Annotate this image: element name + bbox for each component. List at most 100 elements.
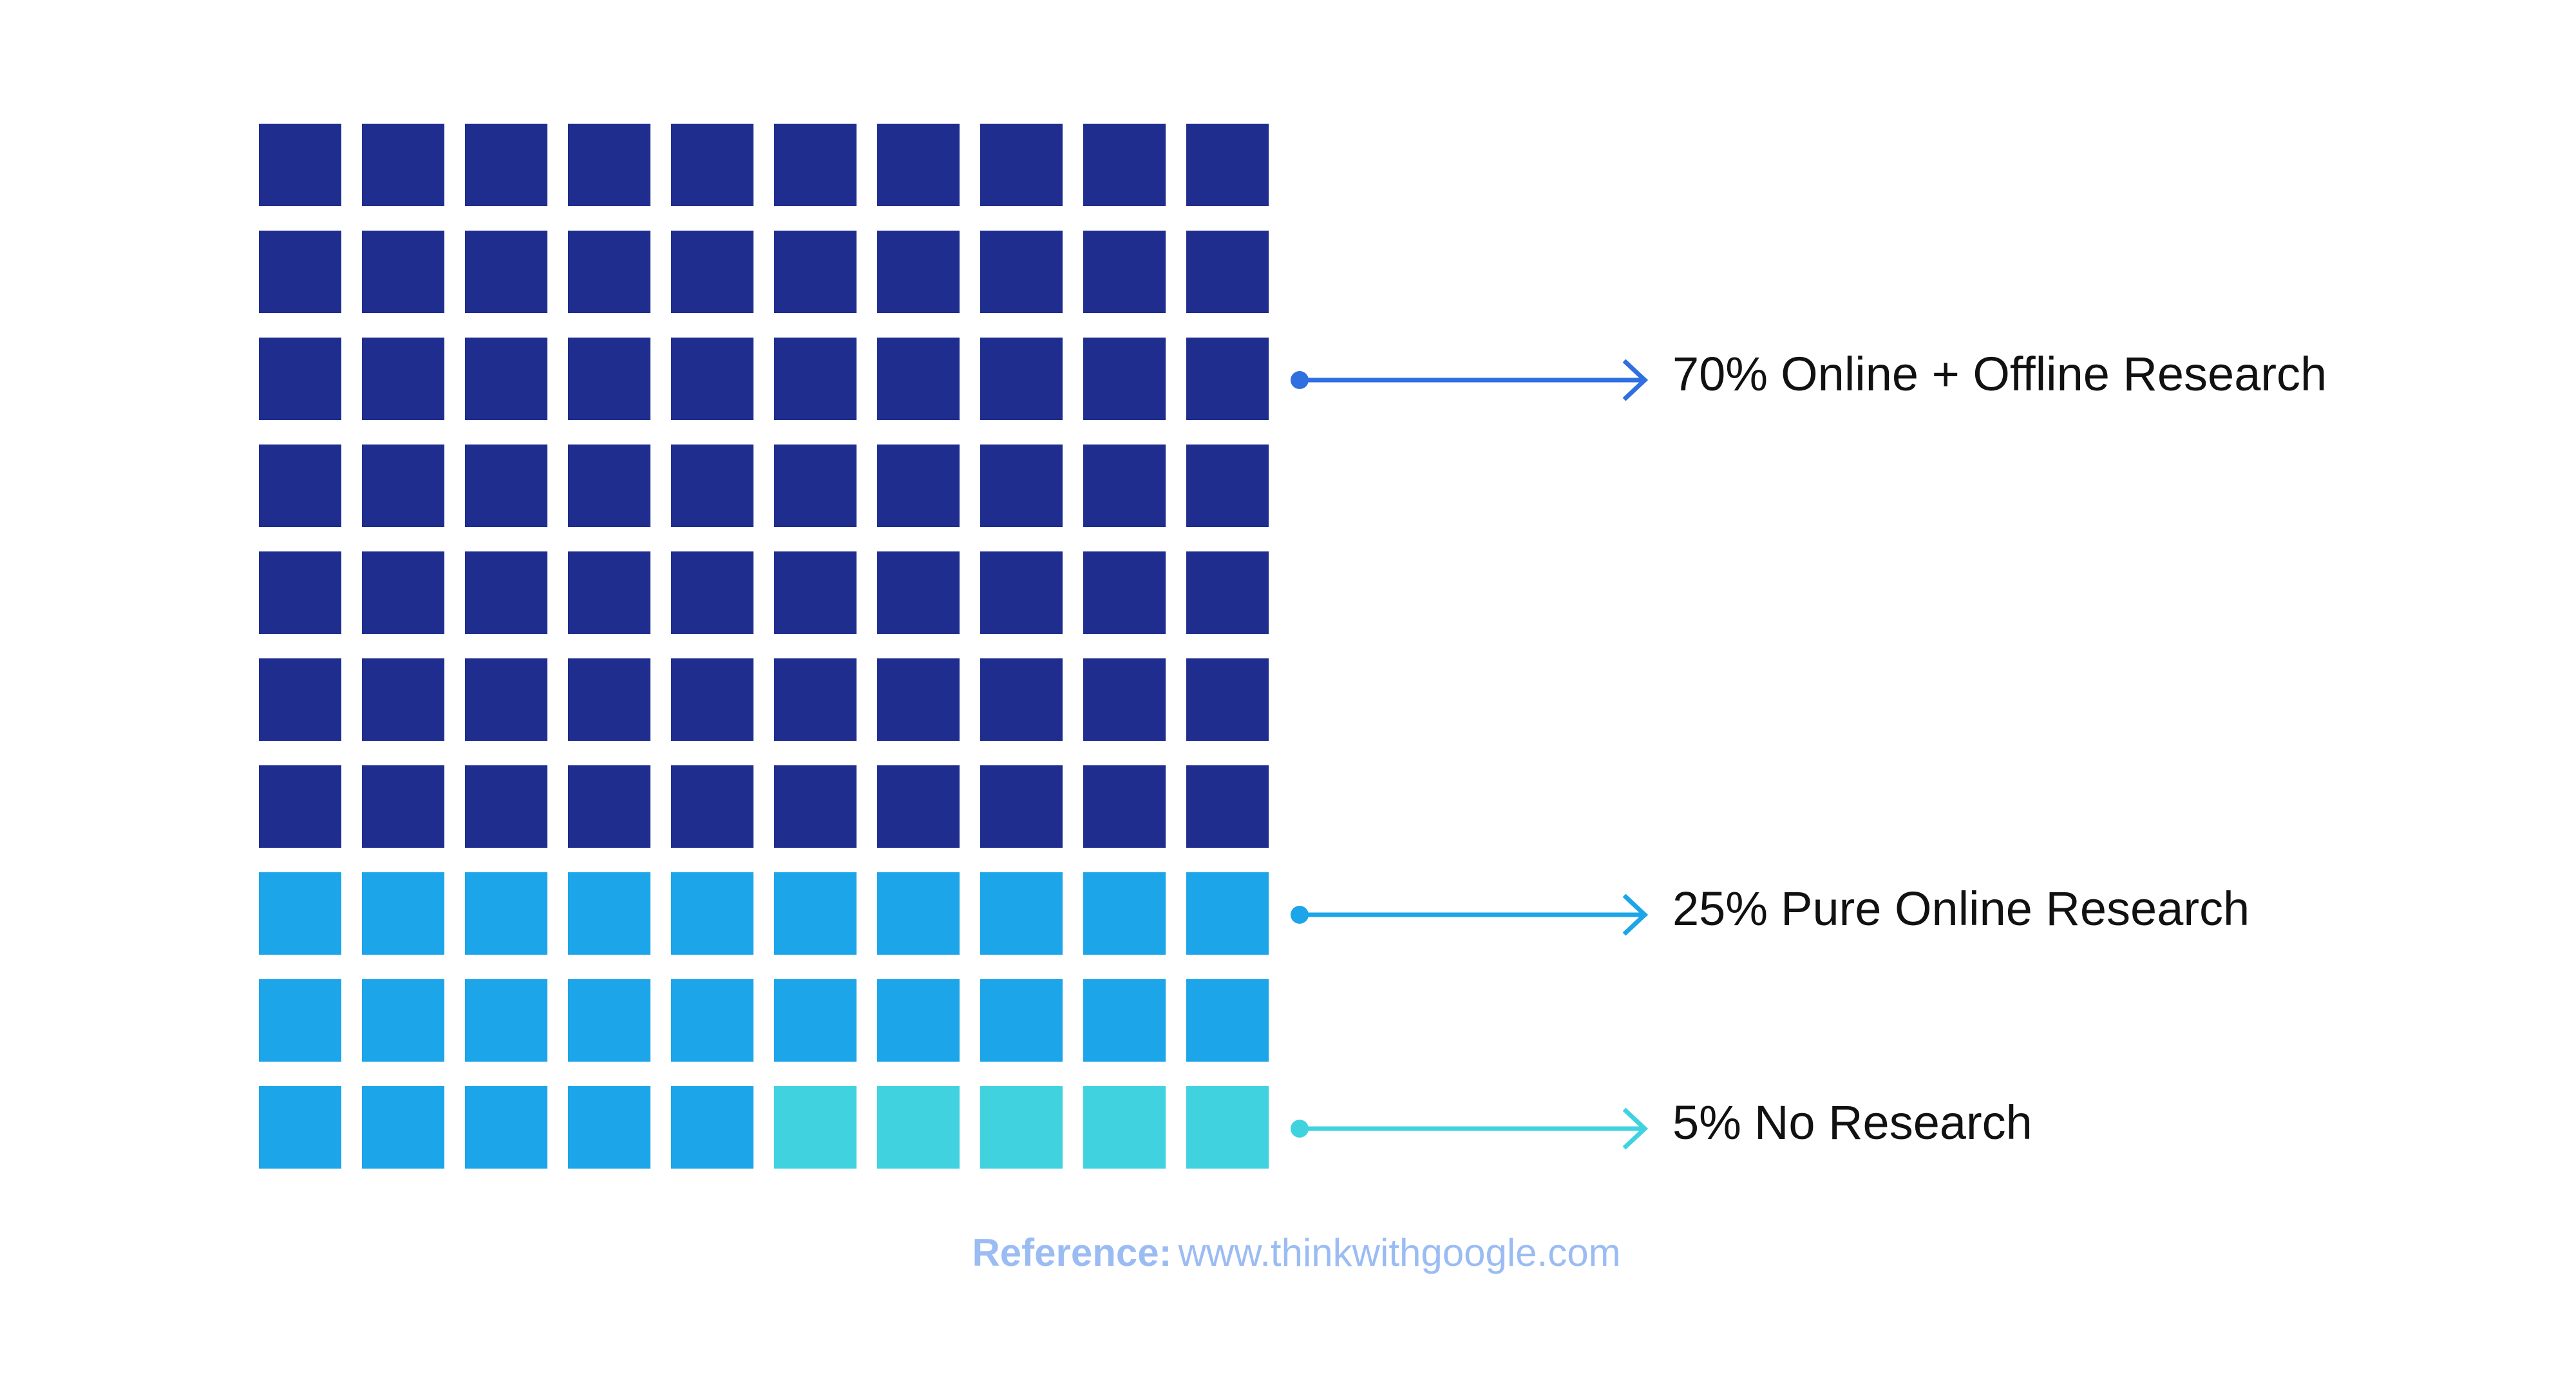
waffle-cell — [671, 338, 753, 420]
waffle-cell — [259, 1086, 341, 1169]
waffle-cell — [877, 1086, 960, 1169]
waffle-cell — [671, 658, 753, 741]
value-label: 70% — [1672, 347, 1768, 401]
waffle-cell — [980, 231, 1063, 313]
arrow-head — [1622, 894, 1649, 936]
reference: Reference: www.thinkwithgoogle.com — [972, 1231, 1620, 1274]
waffle-cell — [877, 445, 960, 527]
waffle-cell — [1083, 979, 1166, 1062]
waffle-cell — [1186, 765, 1269, 848]
waffle-cell — [1186, 658, 1269, 741]
value-label: 25% — [1672, 882, 1768, 935]
waffle-cell — [1186, 231, 1269, 313]
waffle-cell — [877, 124, 960, 206]
waffle-cell — [671, 872, 753, 955]
waffle-cell — [362, 979, 444, 1062]
waffle-cell — [259, 551, 341, 634]
waffle-cell — [877, 872, 960, 955]
waffle-cell — [568, 765, 650, 848]
waffle-cell — [362, 658, 444, 741]
waffle-cell — [774, 765, 857, 848]
arrow-head — [1622, 359, 1649, 401]
waffle-cell — [259, 872, 341, 955]
waffle-cell — [568, 872, 650, 955]
waffle-cell — [465, 338, 547, 420]
waffle-cell — [671, 551, 753, 634]
waffle-cell — [980, 551, 1063, 634]
waffle-cell — [1083, 1086, 1166, 1169]
waffle-cell — [1083, 551, 1166, 634]
category-name: Pure Online Research — [1781, 882, 2249, 935]
waffle-cell — [980, 445, 1063, 527]
waffle-cell — [465, 765, 547, 848]
waffle-cell — [465, 551, 547, 634]
value-label: 5% — [1672, 1096, 1741, 1149]
waffle-cell — [259, 124, 341, 206]
waffle-cell — [362, 1086, 444, 1169]
waffle-cell — [671, 445, 753, 527]
reference-url: www.thinkwithgoogle.com — [1178, 1231, 1621, 1274]
waffle-cell — [568, 658, 650, 741]
waffle-cell — [774, 658, 857, 741]
waffle-cell — [774, 872, 857, 955]
waffle-cell — [877, 231, 960, 313]
waffle-cell — [362, 231, 444, 313]
arrow-head — [1622, 1107, 1649, 1150]
waffle-cell — [774, 551, 857, 634]
waffle-cell — [362, 445, 444, 527]
waffle-cell — [465, 658, 547, 741]
waffle-cell — [774, 338, 857, 420]
waffle-cell — [1186, 124, 1269, 206]
waffle-cell — [259, 765, 341, 848]
waffle-cell — [362, 338, 444, 420]
waffle-cell — [568, 445, 650, 527]
waffle-cell — [259, 658, 341, 741]
waffle-cell — [774, 445, 857, 527]
waffle-cell — [465, 979, 547, 1062]
waffle-cell — [568, 124, 650, 206]
waffle-cell — [465, 1086, 547, 1169]
waffle-cell — [671, 1086, 753, 1169]
waffle-cell — [259, 338, 341, 420]
category-name: No Research — [1754, 1096, 2032, 1149]
waffle-cell — [362, 551, 444, 634]
waffle-cell — [1083, 872, 1166, 955]
waffle-cell — [671, 765, 753, 848]
waffle-cell — [774, 231, 857, 313]
waffle-cell — [671, 124, 753, 206]
waffle-cell — [980, 872, 1063, 955]
category-label: 5% No Research — [1672, 1096, 2032, 1149]
waffle-cell — [1083, 231, 1166, 313]
category-name: Online + Offline Research — [1781, 347, 2327, 401]
waffle-cell — [877, 765, 960, 848]
waffle-cell — [774, 979, 857, 1062]
waffle-cell — [877, 551, 960, 634]
waffle-cell — [362, 765, 444, 848]
waffle-cell — [259, 231, 341, 313]
waffle-cell — [362, 124, 444, 206]
waffle-cell — [465, 124, 547, 206]
waffle-cell — [980, 765, 1063, 848]
waffle-cell — [259, 445, 341, 527]
waffle-cell — [1186, 979, 1269, 1062]
waffle-cell — [774, 124, 857, 206]
waffle-cell — [259, 979, 341, 1062]
waffle-cell — [1083, 124, 1166, 206]
waffle-cell — [465, 872, 547, 955]
waffle-cell — [1186, 1086, 1269, 1169]
waffle-cell — [465, 231, 547, 313]
category-label: 70% Online + Offline Research — [1672, 347, 2327, 401]
category-label: 25% Pure Online Research — [1672, 882, 2249, 935]
waffle-cell — [980, 658, 1063, 741]
waffle-cell — [568, 979, 650, 1062]
waffle-cell — [877, 658, 960, 741]
waffle-cell — [568, 231, 650, 313]
waffle-cell — [568, 1086, 650, 1169]
waffle-cell — [1186, 338, 1269, 420]
waffle-cell — [671, 979, 753, 1062]
waffle-cell — [1186, 872, 1269, 955]
waffle-cell — [877, 338, 960, 420]
reference-label: Reference: — [972, 1231, 1171, 1274]
